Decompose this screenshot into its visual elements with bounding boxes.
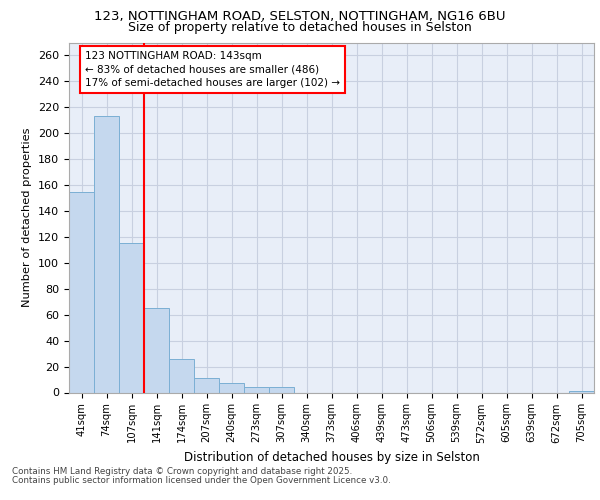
Bar: [144, 308, 169, 392]
X-axis label: Distribution of detached houses by size in Selston: Distribution of detached houses by size …: [184, 451, 479, 464]
Y-axis label: Number of detached properties: Number of detached properties: [22, 128, 32, 307]
Text: Contains public sector information licensed under the Open Government Licence v3: Contains public sector information licen…: [12, 476, 391, 485]
Bar: [244, 388, 269, 392]
Bar: [69, 192, 94, 392]
Bar: [169, 359, 194, 392]
Bar: [119, 244, 144, 392]
Bar: [219, 384, 244, 392]
Text: 123, NOTTINGHAM ROAD, SELSTON, NOTTINGHAM, NG16 6BU: 123, NOTTINGHAM ROAD, SELSTON, NOTTINGHA…: [94, 10, 506, 23]
Text: Size of property relative to detached houses in Selston: Size of property relative to detached ho…: [128, 21, 472, 34]
Text: 123 NOTTINGHAM ROAD: 143sqm
← 83% of detached houses are smaller (486)
17% of se: 123 NOTTINGHAM ROAD: 143sqm ← 83% of det…: [85, 52, 340, 88]
Bar: [194, 378, 219, 392]
Bar: [269, 388, 294, 392]
Bar: [569, 391, 594, 392]
Bar: [94, 116, 119, 392]
Text: Contains HM Land Registry data © Crown copyright and database right 2025.: Contains HM Land Registry data © Crown c…: [12, 467, 352, 476]
